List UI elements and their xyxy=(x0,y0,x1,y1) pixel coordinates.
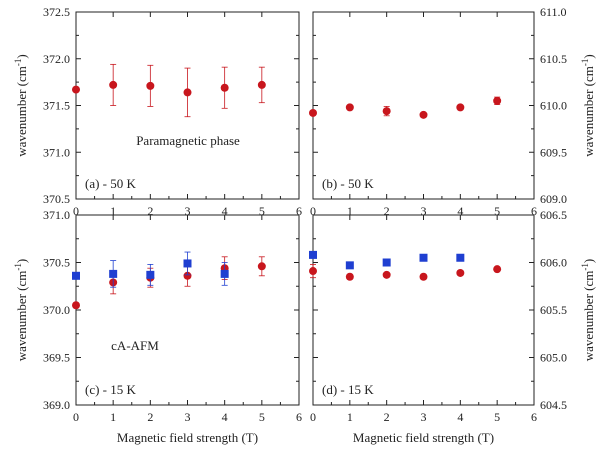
data-point-circle xyxy=(257,80,266,89)
x-tick-label: 1 xyxy=(347,204,353,218)
x-tick-label: 2 xyxy=(147,410,153,424)
plot-frame xyxy=(312,11,535,200)
y-tick-label: 606.0 xyxy=(540,256,567,270)
data-point-square xyxy=(146,270,155,279)
y-tick-label: 609.0 xyxy=(540,192,567,206)
data-point-circle xyxy=(257,262,266,271)
y-tick-label: 371.5 xyxy=(43,99,70,113)
data-point-circle xyxy=(309,267,317,276)
x-tick-label: 1 xyxy=(110,410,116,424)
data-point-square xyxy=(309,250,317,259)
data-point-circle xyxy=(109,80,118,89)
x-axis-label: Magnetic field strength (T) xyxy=(353,430,494,445)
y-tick-label: 369.0 xyxy=(43,398,70,412)
data-point-circle xyxy=(493,265,502,274)
y-tick-label: 371.0 xyxy=(43,208,70,222)
y-tick-label: 610.5 xyxy=(540,52,567,66)
x-tick-label: 2 xyxy=(384,410,390,424)
x-tick-label: 2 xyxy=(147,204,153,218)
y-tick-label: 372.0 xyxy=(43,52,70,66)
data-point-circle xyxy=(72,85,80,94)
x-tick-label: 3 xyxy=(421,204,427,218)
y-tick-label: 611.0 xyxy=(540,5,567,19)
x-tick-label: 0 xyxy=(73,204,79,218)
panel-label: (b) - 50 K xyxy=(322,176,374,191)
y-tick-label: 369.5 xyxy=(43,351,70,365)
y-tick-label: 370.5 xyxy=(43,256,70,270)
x-tick-label: 0 xyxy=(310,204,316,218)
panel-label: (c) - 15 K xyxy=(85,382,137,397)
data-point-circle xyxy=(382,107,391,116)
phase-annotation: cA-AFM xyxy=(111,338,159,353)
data-point-square xyxy=(220,269,229,278)
x-tick-label: 4 xyxy=(222,204,228,218)
phase-annotation: Paramagnetic phase xyxy=(136,133,240,148)
x-tick-label: 5 xyxy=(259,204,265,218)
x-tick-label: 4 xyxy=(222,410,228,424)
data-point-circle xyxy=(146,81,155,90)
panel-c: 0 1 2 3 4 5 6 369.0 369.5 370.0 370.5 371.0 wavenumb… xyxy=(13,208,302,445)
data-point-square xyxy=(419,253,428,262)
x-tick-label: 5 xyxy=(494,410,500,424)
y-axis-label: wavenumber (cm-1) xyxy=(580,54,596,156)
y-tick-label: 372.5 xyxy=(43,5,70,19)
panel-a: 0 1 2 3 4 5 6 370.5 371.0 371.5 372.0 372.5 wavenumb… xyxy=(13,5,302,218)
x-tick-label: 1 xyxy=(110,204,116,218)
x-tick-label: 6 xyxy=(296,410,302,424)
data-point-circle xyxy=(72,301,80,310)
y-axis-label: wavenumber (cm-1) xyxy=(580,259,596,361)
data-point-circle xyxy=(419,272,428,281)
y-tick-label: 370.0 xyxy=(43,303,70,317)
y-tick-label: 610.0 xyxy=(540,99,567,113)
y-tick-label: 604.5 xyxy=(540,398,567,412)
y-axis-label: wavenumber (cm-1) xyxy=(13,259,29,361)
data-point-circle xyxy=(309,108,317,117)
x-tick-label: 6 xyxy=(296,204,302,218)
y-tick-label: 605.5 xyxy=(540,303,567,317)
x-tick-label: 5 xyxy=(259,410,265,424)
y-tick-label: 609.5 xyxy=(540,145,567,159)
x-tick-label: 0 xyxy=(73,410,79,424)
x-tick-label: 5 xyxy=(494,204,500,218)
data-point-circle xyxy=(382,270,391,279)
data-point-circle xyxy=(183,271,192,280)
x-tick-label: 2 xyxy=(384,204,390,218)
y-axis-label: wavenumber (cm-1) xyxy=(13,54,29,156)
y-tick-label: 606.5 xyxy=(540,208,567,222)
plot-frame xyxy=(75,214,300,406)
x-tick-label: 3 xyxy=(185,204,191,218)
data-point-square xyxy=(183,259,192,268)
data-point-circle xyxy=(183,88,192,97)
y-tick-label: 605.0 xyxy=(540,351,567,365)
x-tick-label: 6 xyxy=(531,204,537,218)
y-tick-label: 371.0 xyxy=(43,145,70,159)
x-tick-label: 4 xyxy=(457,410,463,424)
x-tick-label: 0 xyxy=(310,410,316,424)
data-point-square xyxy=(72,271,80,280)
plot-frame xyxy=(312,214,535,406)
data-point-circle xyxy=(456,103,465,112)
data-point-circle xyxy=(493,96,502,105)
x-tick-label: 4 xyxy=(457,204,463,218)
x-axis-label: Magnetic field strength (T) xyxy=(117,430,258,445)
panel-label: (a) - 50 K xyxy=(85,176,137,191)
x-tick-label: 6 xyxy=(531,410,537,424)
data-point-square xyxy=(109,269,118,278)
data-point-circle xyxy=(345,272,354,281)
data-point-circle xyxy=(345,103,354,112)
x-tick-label: 3 xyxy=(421,410,427,424)
y-tick-label: 370.5 xyxy=(43,192,70,206)
data-point-circle xyxy=(456,268,465,277)
data-point-square xyxy=(456,253,465,262)
x-tick-label: 1 xyxy=(347,410,353,424)
data-point-circle xyxy=(220,83,229,92)
x-tick-label: 3 xyxy=(185,410,191,424)
panel-label: (d) - 15 K xyxy=(322,382,374,397)
data-point-square xyxy=(345,261,354,270)
data-point-circle xyxy=(419,110,428,119)
data-point-square xyxy=(382,258,391,267)
